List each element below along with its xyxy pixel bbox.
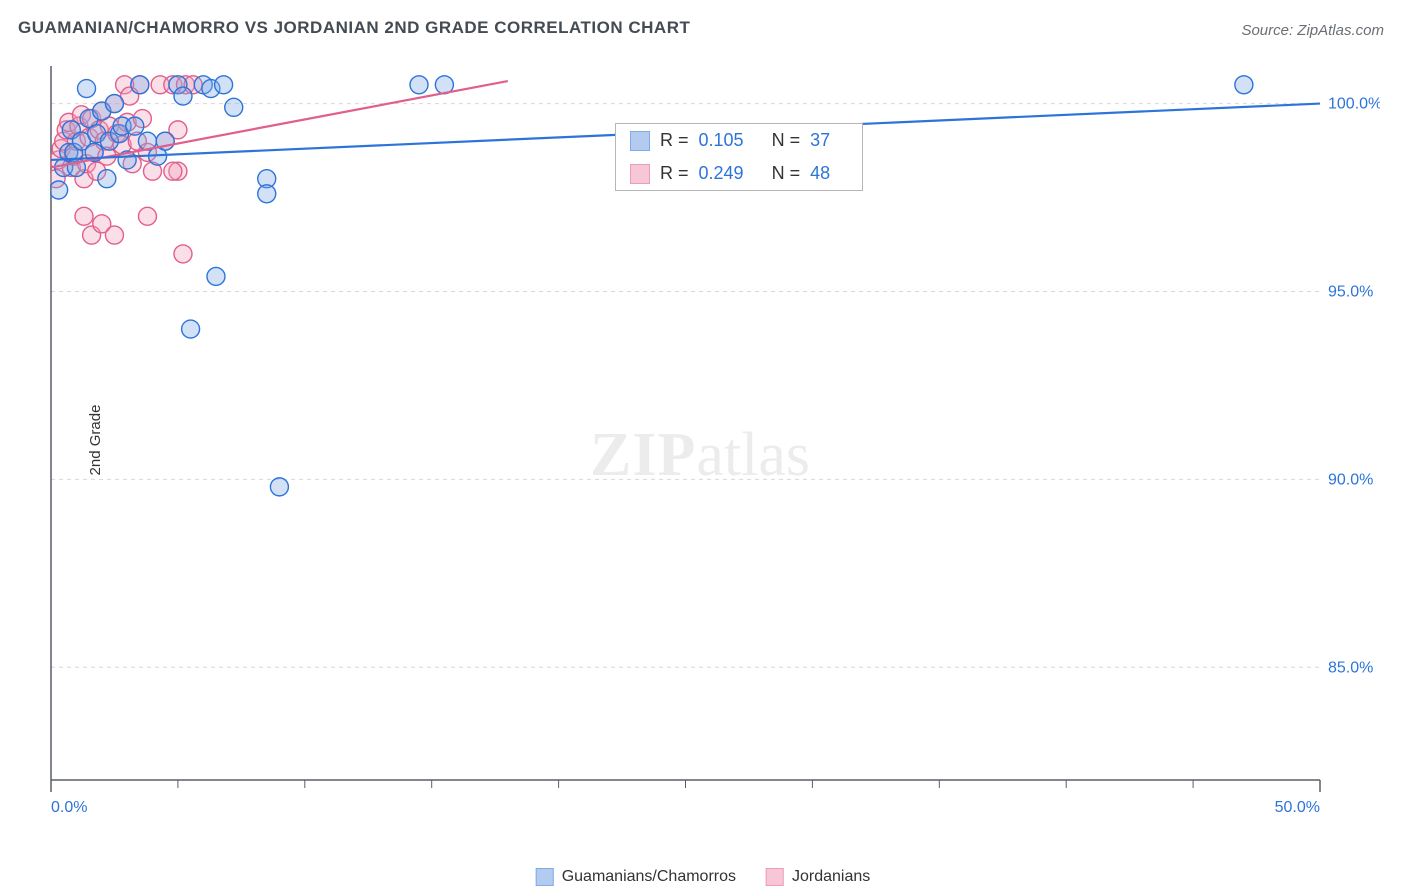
chart-title: GUAMANIAN/CHAMORRO VS JORDANIAN 2ND GRAD… — [18, 18, 690, 38]
data-point — [207, 267, 225, 285]
x-tick-label: 0.0% — [51, 799, 87, 816]
data-point — [50, 181, 68, 199]
data-point — [225, 98, 243, 116]
y-tick-label: 90.0% — [1328, 471, 1373, 488]
x-tick-label: 50.0% — [1275, 799, 1320, 816]
stats-row: R = 0.105 N = 37 — [616, 124, 862, 157]
data-point — [105, 226, 123, 244]
series-swatch — [630, 164, 650, 184]
data-point — [138, 207, 156, 225]
y-tick-label: 95.0% — [1328, 283, 1373, 300]
data-point — [258, 185, 276, 203]
n-value: 48 — [810, 163, 830, 184]
legend-label: Guamanians/Chamorros — [562, 868, 736, 885]
data-point — [410, 76, 428, 94]
legend: Guamanians/Chamorros Jordanians — [536, 868, 871, 886]
data-point — [174, 245, 192, 263]
source-attribution: Source: ZipAtlas.com — [1241, 22, 1384, 39]
legend-swatch — [536, 868, 554, 886]
n-value: 37 — [810, 130, 830, 151]
r-label: R = — [660, 130, 689, 151]
data-point — [215, 76, 233, 94]
correlation-stats-box: R = 0.105 N = 37 R = 0.249 N = 48 — [615, 123, 863, 191]
legend-label: Jordanians — [792, 868, 870, 885]
data-point — [182, 320, 200, 338]
data-point — [174, 87, 192, 105]
legend-swatch — [766, 868, 784, 886]
n-label: N = — [772, 130, 801, 151]
series-swatch — [630, 131, 650, 151]
y-tick-label: 85.0% — [1328, 659, 1373, 676]
data-point — [75, 207, 93, 225]
legend-item: Jordanians — [766, 868, 870, 886]
data-point — [164, 162, 182, 180]
plot-area: 2nd Grade 85.0%90.0%95.0%100.0%0.0%50.0%… — [50, 60, 1380, 820]
data-point — [270, 478, 288, 496]
data-point — [105, 95, 123, 113]
data-point — [1235, 76, 1253, 94]
r-label: R = — [660, 163, 689, 184]
data-point — [126, 117, 144, 135]
data-point — [98, 170, 116, 188]
r-value: 0.249 — [699, 163, 744, 184]
data-point — [78, 80, 96, 98]
r-value: 0.105 — [699, 130, 744, 151]
y-tick-label: 100.0% — [1328, 96, 1380, 113]
n-label: N = — [772, 163, 801, 184]
stats-row: R = 0.249 N = 48 — [616, 157, 862, 190]
legend-item: Guamanians/Chamorros — [536, 868, 736, 886]
data-point — [131, 76, 149, 94]
